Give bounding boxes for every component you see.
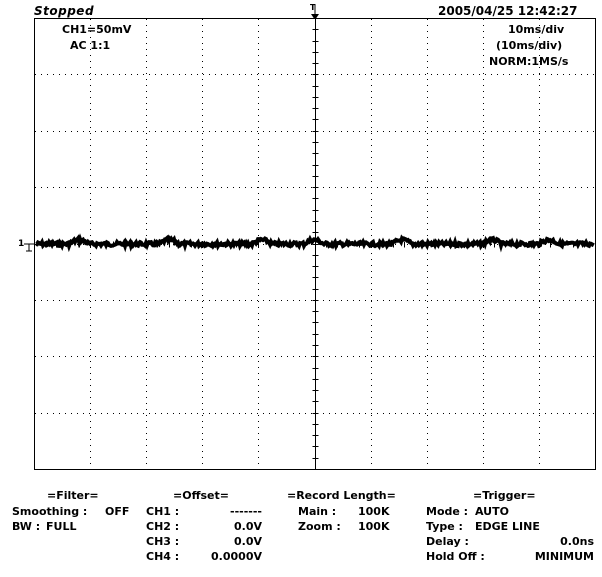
timebase-div: 10ms/div xyxy=(508,23,565,36)
ch1-scale: CH1=50mV xyxy=(62,23,132,36)
filter-smoothing-value: OFF xyxy=(105,505,130,518)
offset-ch2-label: CH2 : xyxy=(146,520,180,533)
offset-title: =Offset= xyxy=(173,489,229,502)
timebase-div-paren: (10ms/div) xyxy=(496,39,563,52)
ch1-trace xyxy=(35,233,595,253)
date-time: 2005/04/25 12:42:27 xyxy=(438,4,578,18)
record-zoom-label: Zoom : xyxy=(298,520,341,533)
trigger-arrow-icon xyxy=(311,4,319,20)
record-length-title: =Record Length= xyxy=(287,489,396,502)
offset-ch4-value: 0.0000V xyxy=(211,550,262,563)
offset-ch4-label: CH4 : xyxy=(146,550,180,563)
trigger-position-marker: T xyxy=(310,3,320,20)
offset-ch3-value: 0.0V xyxy=(234,535,262,548)
filter-title: =Filter= xyxy=(47,489,99,502)
offset-ch3-label: CH3 : xyxy=(146,535,180,548)
offset-ch2-value: 0.0V xyxy=(234,520,262,533)
sample-rate: NORM:1MS/s xyxy=(489,55,569,68)
record-main-label: Main : xyxy=(298,505,337,518)
trigger-delay-value: 0.0ns xyxy=(560,535,594,548)
trigger-marker-label: T xyxy=(310,3,316,12)
ground-icon xyxy=(24,243,34,252)
trigger-delay-label: Delay : xyxy=(426,535,469,548)
acquisition-status: Stopped xyxy=(34,4,95,18)
trigger-mode-value: AUTO xyxy=(475,505,509,518)
trigger-holdoff-label: Hold Off : xyxy=(426,550,485,563)
trigger-type-label: Type : xyxy=(426,520,463,533)
ch1-coupling: AC 1:1 xyxy=(70,39,111,52)
record-zoom-value: 100K xyxy=(358,520,390,533)
ch1-ground-marker: 1 xyxy=(18,239,34,255)
offset-ch1-value: ------- xyxy=(230,505,262,518)
trigger-title: =Trigger= xyxy=(473,489,536,502)
trigger-type-value: EDGE LINE xyxy=(475,520,540,533)
trigger-mode-label: Mode : xyxy=(426,505,469,518)
record-main-value: 100K xyxy=(358,505,390,518)
filter-smoothing-label: Smoothing : xyxy=(12,505,88,518)
filter-bw-label: BW : xyxy=(12,520,41,533)
ch1-marker-label: 1 xyxy=(18,239,25,249)
filter-bw-value: FULL xyxy=(46,520,77,533)
waveform-display xyxy=(34,18,596,470)
offset-ch1-label: CH1 : xyxy=(146,505,180,518)
trigger-holdoff-value: MINIMUM xyxy=(534,550,594,563)
